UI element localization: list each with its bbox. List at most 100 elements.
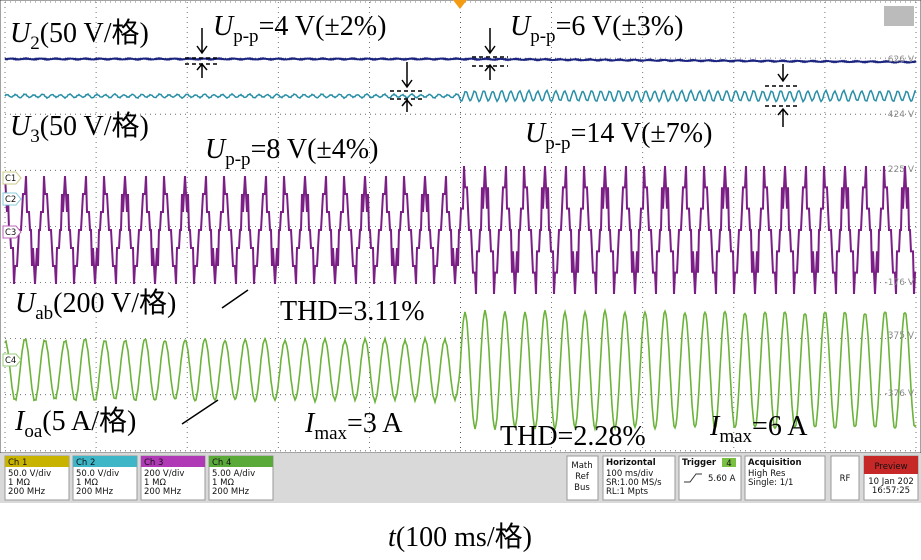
annotation-main: U	[10, 111, 32, 142]
channel-tag	[2, 171, 22, 185]
channel-tag	[2, 225, 22, 239]
trace-ioa	[4, 307, 917, 432]
annotation-rest: (50 V/格)	[40, 110, 149, 142]
annotation-main: I	[709, 411, 721, 442]
annotation-rest: =6 V(±3%)	[556, 11, 684, 42]
channel-tag-label: C1	[5, 174, 16, 184]
annotation-rest: =3 A	[347, 408, 403, 439]
scale-label: 424 V	[888, 110, 915, 120]
caption-variable: t	[388, 522, 397, 553]
corner-icon	[884, 6, 914, 26]
annotation: Up-p=14 V(±7%)	[525, 118, 712, 154]
acquisition-title: Acquisition	[748, 458, 802, 468]
status-box-header	[5, 456, 69, 467]
status-box	[830, 455, 860, 501]
annotation-sub: p-p	[225, 149, 250, 170]
preview-header	[864, 456, 918, 474]
scale-label: 626 V	[888, 55, 915, 65]
annotation-main: U	[525, 118, 547, 149]
math-ref-bus: Bus	[574, 483, 590, 493]
annotation-sub: 3	[30, 126, 40, 147]
annotation-sub: p-p	[530, 26, 555, 47]
status-box	[602, 455, 676, 501]
annotation-main: U	[15, 288, 37, 319]
trace-uab	[4, 165, 916, 295]
status-box	[566, 455, 599, 501]
annotation-sub: 2	[30, 33, 40, 54]
channel-setting: 50.0 V/div	[76, 469, 119, 479]
channel-setting: 50.0 V/div	[8, 469, 51, 479]
trigger-edge	[684, 473, 702, 483]
acquisition-setting: High Res	[748, 469, 786, 479]
annotation-main: I	[304, 408, 316, 439]
channel-setting: 200 MHz	[212, 487, 250, 497]
annotation: Uab(200 V/格)	[15, 287, 176, 324]
math-ref-bus: Math	[571, 461, 592, 471]
annotation: U3(50 V/格)	[10, 110, 149, 147]
annotation-sub: p-p	[545, 133, 570, 154]
annotation-sub: max	[314, 423, 347, 444]
trace-u2	[4, 56, 917, 64]
channel-name: Ch 2	[76, 458, 95, 468]
annotation-rest: (5 A/格)	[42, 405, 136, 437]
channel-setting: 1 MΩ	[76, 478, 98, 488]
trigger-channel-box	[722, 458, 736, 467]
preview-line: 16:57:25	[872, 486, 910, 496]
acquisition-setting: Single: 1/1	[748, 478, 793, 488]
annotation-rest: =4 V(±2%)	[259, 11, 387, 42]
annotation: U2(50 V/格)	[10, 17, 149, 54]
annotation-main: THD=2.28%	[500, 421, 646, 452]
trigger-level: 5.60 A	[708, 474, 736, 484]
annotation: THD=3.11%	[280, 296, 425, 327]
annotation-main: I	[14, 406, 26, 437]
trace-u3	[4, 88, 917, 104]
channel-setting: 200 MHz	[8, 487, 46, 497]
trigger-position	[453, 0, 467, 9]
channel-tag	[2, 353, 22, 367]
rf-label: RF	[840, 474, 851, 484]
arrows	[181, 28, 800, 425]
status-box	[744, 455, 826, 501]
annotation-main: U	[213, 11, 235, 42]
status-box-header	[209, 456, 273, 467]
annotation: THD=2.28%	[500, 421, 646, 452]
annotation-rest: (200 V/格)	[53, 287, 176, 319]
scale-label: 375 V	[888, 331, 915, 341]
channel-setting: 1 MΩ	[212, 478, 234, 488]
horizontal-setting: SR:1.00 MS/s	[606, 478, 662, 488]
channel-tag-label: C4	[5, 356, 16, 366]
annotation-rest: =8 V(±4%)	[251, 134, 379, 165]
channel-tag-label: C2	[5, 195, 16, 205]
annotation-rest: =14 V(±7%)	[571, 118, 713, 149]
channel-setting: 200 MHz	[76, 487, 114, 497]
horizontal-setting: 100 ms/div	[606, 469, 653, 479]
annotation-sub: ab	[35, 303, 53, 324]
channel-tag	[2, 192, 22, 206]
annotation: Imax=6 A	[709, 411, 808, 447]
channel-markers: C1 C2 C3 C4	[2, 171, 22, 367]
channel-name: Ch 3	[144, 458, 163, 468]
horizontal-title: Horizontal	[606, 458, 656, 468]
channel-setting: 200 V/div	[144, 469, 184, 479]
annotation: Up-p=8 V(±4%)	[205, 134, 378, 170]
annotation: Imax=3 A	[304, 408, 403, 444]
scale-label: 225 V	[888, 165, 915, 175]
horizontal-setting: RL:1 Mpts	[606, 487, 649, 497]
trigger-title: Trigger	[682, 458, 717, 468]
channel-tag-label: C3	[5, 228, 16, 238]
math-ref-bus: Ref	[575, 472, 590, 482]
status-box-header	[141, 456, 205, 467]
scale-label: -176 V	[885, 278, 915, 288]
channel-name: Ch 1	[8, 458, 27, 468]
annotation-main: THD=3.11%	[280, 296, 425, 327]
annotation-main: U	[205, 134, 227, 165]
channel-setting: 1 MΩ	[8, 478, 30, 488]
scale-label: -376 V	[885, 389, 915, 399]
channel-name: Ch 4	[212, 458, 231, 468]
annotation-rest: =6 A	[752, 411, 808, 442]
annotations: U2(50 V/格) Up-p=4 V(±2%) Up-p=6 V(±3%)U3(5…	[10, 11, 808, 452]
annotation: Up-p=4 V(±2%)	[213, 11, 386, 47]
annotation-sub: p-p	[233, 26, 258, 47]
axis-caption: t(100 ms/格)	[388, 521, 532, 553]
